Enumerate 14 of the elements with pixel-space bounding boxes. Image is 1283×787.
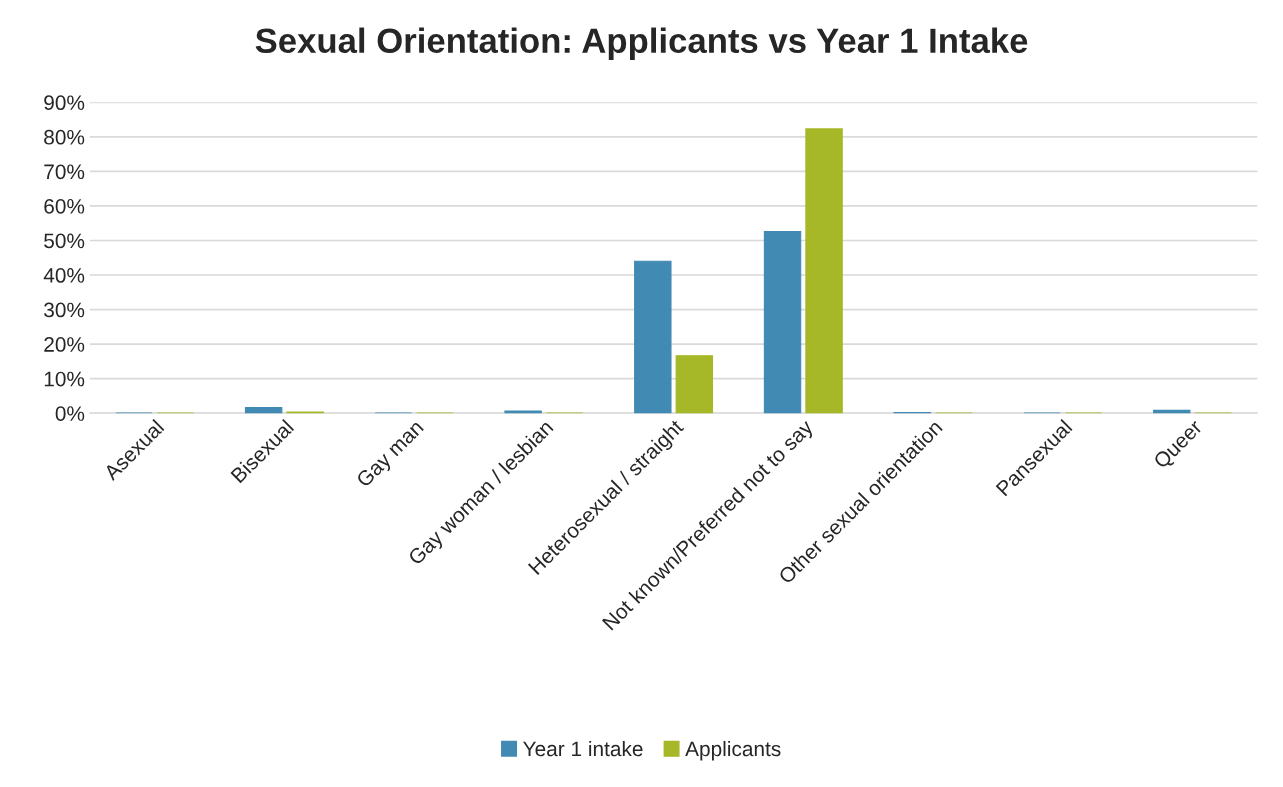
y-tick-label: 90% — [44, 95, 85, 111]
y-tick-label: 60% — [44, 198, 85, 214]
y-tick-label: 70% — [44, 164, 85, 180]
chart-title: Sexual Orientation: Applicants vs Year 1 Intake — [255, 27, 1028, 60]
y-tick-label: 40% — [43, 268, 85, 283]
legend-label: Applicants — [685, 740, 781, 761]
y-tick-label: 30% — [44, 302, 85, 318]
y-tick-label: 80% — [44, 129, 85, 145]
y-tick-label: 10% — [44, 371, 85, 387]
legend-label: Year 1 intake — [523, 740, 643, 757]
y-tick-label: 50% — [44, 233, 85, 249]
y-tick-label: 20% — [44, 337, 85, 352]
y-tick-label: 0% — [55, 406, 85, 421]
x-tick-label: Gay man — [355, 419, 427, 491]
